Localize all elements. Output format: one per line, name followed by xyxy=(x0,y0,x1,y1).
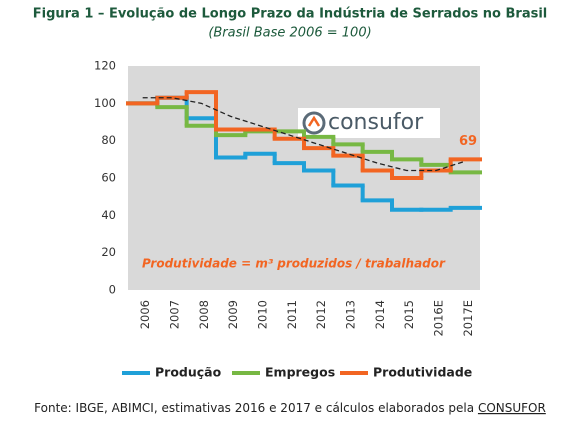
x-tick-label: 2010 xyxy=(256,300,270,329)
x-tick-label: 2016E xyxy=(432,300,446,337)
x-tick-label: 2013 xyxy=(344,300,358,329)
logo: consufor xyxy=(298,108,440,138)
trend-line xyxy=(142,97,466,172)
y-tick-label: 40 xyxy=(101,208,116,222)
source-prefix: Fonte: IBGE, ABIMCI, estimativas 2016 e … xyxy=(34,401,478,415)
chart-title: Figura 1 – Evolução de Longo Prazo da In… xyxy=(33,7,548,22)
legend-label: Empregos xyxy=(265,365,335,380)
y-tick-label: 100 xyxy=(94,96,116,110)
legend-label: Produtividade xyxy=(373,365,472,380)
logo-text: consufor xyxy=(328,110,424,135)
legend-label: Produção xyxy=(155,365,222,380)
logo-icon xyxy=(302,111,326,135)
source-link: CONSUFOR xyxy=(478,401,546,415)
logo-box xyxy=(298,108,440,138)
y-tick-label: 0 xyxy=(109,283,116,297)
chart-subtitle: (Brasil Base 2006 = 100) xyxy=(208,26,371,41)
x-tick-label: 2006 xyxy=(138,300,152,329)
formula-note: Produtividade = m³ produzidos / trabalha… xyxy=(142,257,446,271)
x-tick-label: 2011 xyxy=(285,300,299,329)
y-tick-label: 20 xyxy=(101,245,116,259)
y-tick-label: 120 xyxy=(94,59,116,73)
y-tick-label: 80 xyxy=(101,133,116,147)
end-label: 69 xyxy=(459,134,477,149)
x-tick-label: 2009 xyxy=(226,300,240,329)
x-tick-label: 2015 xyxy=(402,300,416,329)
x-tick-label: 2008 xyxy=(197,300,211,329)
logo-icon-arrow xyxy=(307,115,321,127)
x-tick-label: 2017E xyxy=(461,300,475,337)
x-tick-label: 2014 xyxy=(373,300,387,329)
y-tick-label: 60 xyxy=(101,171,116,185)
x-tick-label: 2007 xyxy=(168,300,182,329)
source-note: Fonte: IBGE, ABIMCI, estimativas 2016 e … xyxy=(34,401,546,415)
x-tick-label: 2012 xyxy=(314,300,328,329)
